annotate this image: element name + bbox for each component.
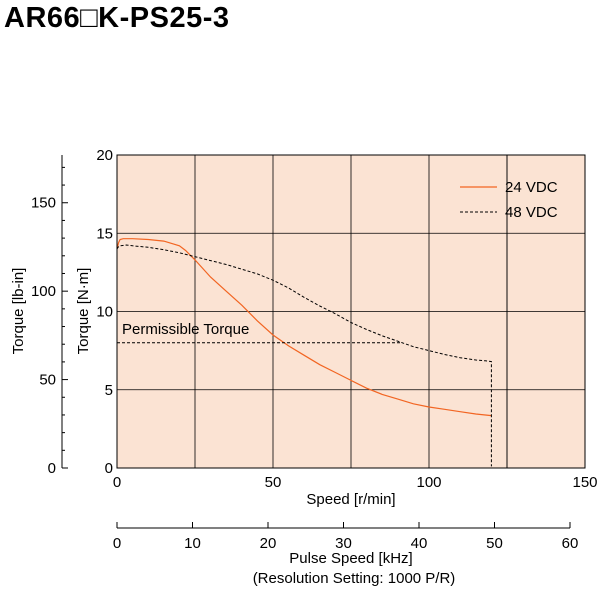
x2-tick-label: 0	[113, 535, 121, 552]
tick-labels: 0 5 10 15 20 0 50 100 150 0 50 100 150 0 10 20 30 40 50 60	[31, 147, 598, 552]
y-tick-label: 5	[105, 382, 113, 399]
permissible-torque: Permissible Torque	[117, 321, 403, 344]
y-tick-label: 15	[96, 225, 113, 242]
y2-tick-label: 100	[31, 283, 56, 300]
y2-tick-label: 50	[39, 372, 56, 389]
x-tick-label: 100	[416, 474, 441, 491]
y2-tick-label: 0	[48, 460, 56, 477]
series-line-24-vdc	[116, 238, 492, 417]
y2-axis-label: Torque [lb-in]	[10, 268, 27, 355]
x-tick-label: 0	[113, 474, 121, 491]
y-axis-label: Torque [N·m]	[75, 268, 92, 355]
x-tick-label: 150	[572, 474, 597, 491]
plot-frame	[116, 154, 586, 469]
x2-axis-label-line2: (Resolution Setting: 1000 P/R)	[253, 570, 456, 587]
series-layer	[116, 238, 492, 467]
x2-tick-label: 30	[335, 535, 352, 552]
page-title: AR66□K-PS25-3	[4, 2, 230, 34]
y-tick-label: 10	[96, 304, 113, 321]
x-axis-label: Speed [r/min]	[306, 491, 395, 508]
x2-tick-label: 60	[562, 535, 579, 552]
series-line-48-vdc	[116, 244, 492, 467]
permissible-torque-label: Permissible Torque	[122, 321, 249, 338]
x2-tick-label: 40	[411, 535, 428, 552]
x2-tick-label: 20	[260, 535, 277, 552]
y-tick-label: 20	[96, 147, 113, 164]
grid	[117, 155, 585, 468]
y2-tick-label: 150	[31, 195, 56, 212]
legend-label-48vdc: 48 VDC	[505, 204, 558, 221]
axes	[61, 155, 571, 529]
legend-label-24vdc: 24 VDC	[505, 179, 558, 196]
legend: 24 VDC 48 VDC	[460, 179, 558, 221]
x2-tick-label: 50	[486, 535, 503, 552]
x2-tick-label: 10	[184, 535, 201, 552]
x-tick-label: 50	[265, 474, 282, 491]
y-tick-label: 0	[105, 460, 113, 477]
x2-axis-label-line1: Pulse Speed [kHz]	[289, 550, 412, 567]
